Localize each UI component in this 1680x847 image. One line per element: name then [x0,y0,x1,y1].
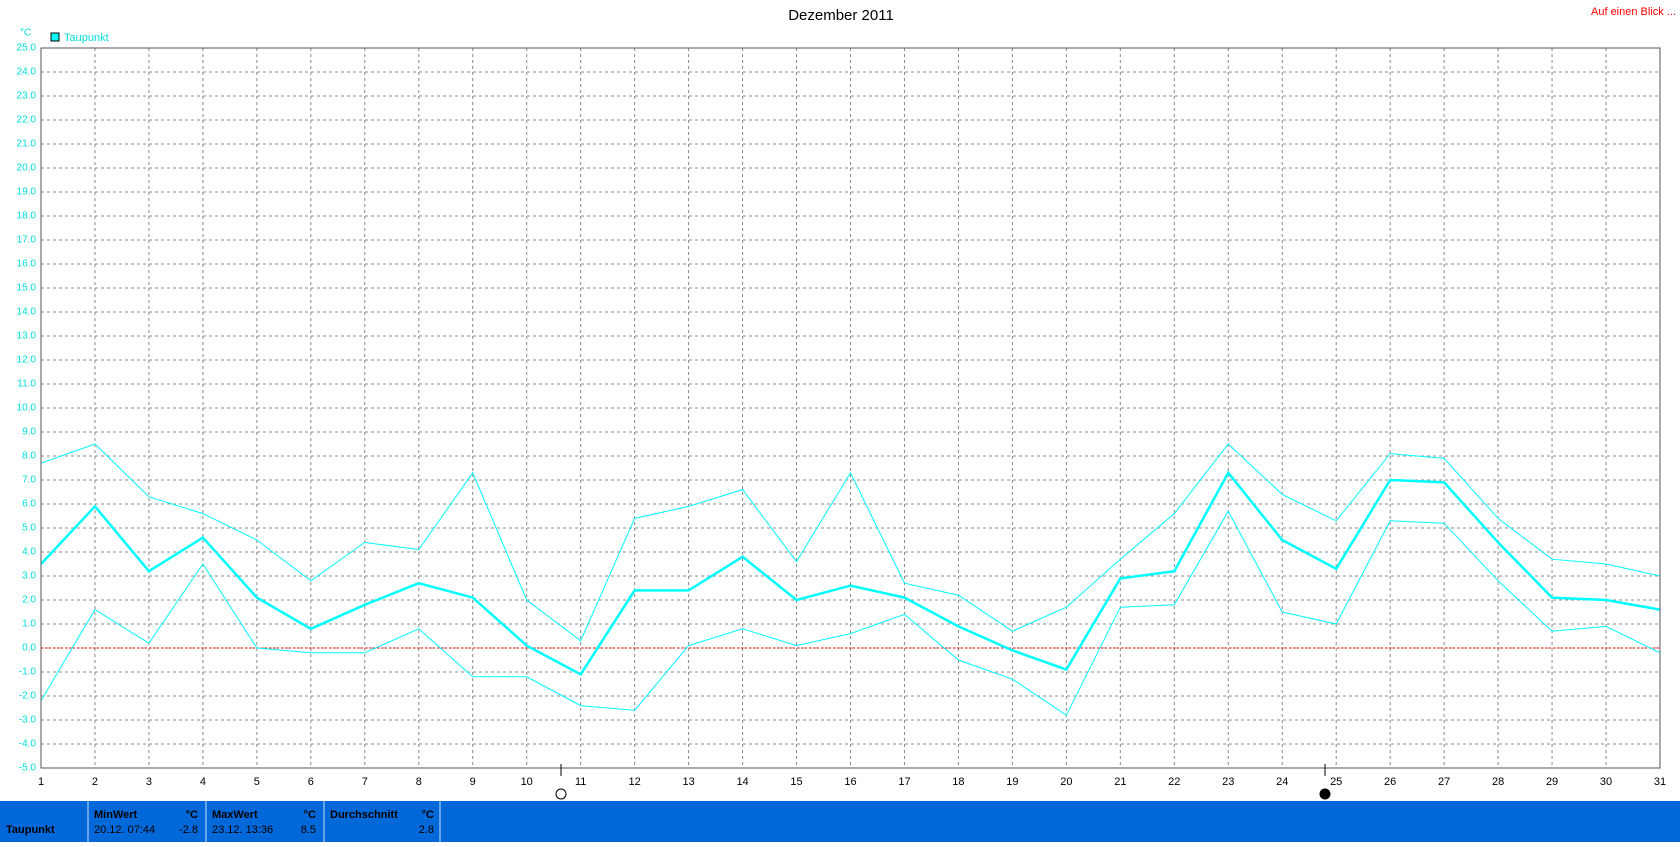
x-tick-label: 18 [952,776,964,788]
y-tick-label: 24.0 [17,67,37,78]
x-tick-label: 25 [1330,776,1342,788]
stats-when: 20.12. 07:44 [94,824,155,836]
link[interactable]: Auf einen Blick ... [1591,6,1676,18]
x-tick-label: 21 [1114,776,1126,788]
x-tick-label: 17 [898,776,910,788]
y-tick-label: 3.0 [22,571,36,582]
x-tick-label: 27 [1438,776,1450,788]
stats-value: 8.5 [301,824,316,836]
y-tick-label: 4.0 [22,547,36,558]
x-tick-label: 11 [575,776,586,788]
x-tick-label: 16 [844,776,856,788]
y-tick-label: 7.0 [22,475,36,486]
moon-full [555,788,567,800]
stats-value: -2.8 [179,824,198,836]
stats-unit: °C [186,809,198,821]
chart-title: Dezember 2011 [788,7,894,24]
y-tick-label: 13.0 [17,331,37,342]
stats-header: MinWert [94,809,138,821]
x-tick-label: 14 [736,776,748,788]
x-tick-label: 3 [146,776,152,788]
y-unit: °C [20,28,31,39]
x-tick-label: 7 [362,776,368,788]
y-tick-label: 20.0 [17,163,37,174]
stats-unit: °C [304,809,316,821]
x-tick-label: 20 [1060,776,1072,788]
y-tick-label: 10.0 [17,403,37,414]
y-tick-label: 15.0 [17,283,37,294]
stats-value: 2.8 [419,824,434,836]
legend-label: Taupunkt [64,32,109,44]
stats-separators [87,801,441,842]
series-line [40,470,1661,677]
x-tick-label: 15 [790,776,802,788]
stats-when: 23.12. 13:36 [212,824,273,836]
stats-bar [0,801,1680,842]
x-tick-label: 9 [470,776,476,788]
stats-row-label: Taupunkt [6,824,55,836]
x-tick-label: 2 [92,776,98,788]
y-tick-label: -2.0 [19,691,37,702]
x-tick-label: 8 [416,776,422,788]
y-tick-label: 25.0 [17,43,37,54]
x-tick-label: 1 [38,776,44,788]
y-tick-label: 21.0 [17,139,37,150]
x-tick-label: 30 [1600,776,1612,788]
x-tick-label: 19 [1006,776,1018,788]
y-tick-label: 6.0 [22,499,36,510]
y-tick-label: -4.0 [19,739,37,750]
x-tick-label: 31 [1654,776,1666,788]
series-line [40,510,1661,716]
y-tick-label: -5.0 [19,763,37,774]
x-tick-label: 24 [1276,776,1288,788]
y-tick-label: 8.0 [22,451,36,462]
y-tick-label: 16.0 [17,259,37,270]
y-tick-label: 19.0 [17,187,37,198]
lines [40,443,1661,716]
y-tick-label: 17.0 [17,235,37,246]
x-tick-label: 10 [521,776,533,788]
x-tick-label: 13 [682,776,694,788]
x-tick-label: 29 [1546,776,1558,788]
y-tick-label: 5.0 [22,523,36,534]
x-tick-label: 26 [1384,776,1396,788]
stats-unit: °C [422,809,434,821]
series-line [40,443,1661,642]
x-tick-label: 22 [1168,776,1180,788]
stats-header: MaxWert [212,809,258,821]
y-tick-label: 14.0 [17,307,37,318]
x-tick-label: 5 [254,776,260,788]
y-tick-label: 0.0 [22,643,36,654]
moon-new [1319,788,1331,800]
y-tick-label: 18.0 [17,211,37,222]
y-tick-label: 9.0 [22,427,36,438]
y-tick-label: -1.0 [19,667,37,678]
grid [40,47,1661,769]
plot-frame [40,47,1661,769]
x-tick-label: 28 [1492,776,1504,788]
y-tick-label: 11.0 [17,379,36,390]
x-tick-label: 23 [1222,776,1234,788]
x-tick-label: 12 [629,776,641,788]
y-tick-label: 23.0 [17,91,37,102]
x-tick-label: 6 [308,776,314,788]
x-tick-label: 4 [200,776,206,788]
y-tick-label: -3.0 [19,715,37,726]
y-tick-label: 22.0 [17,115,37,126]
y-tick-label: 1.0 [22,619,36,630]
y-tick-label: 2.0 [22,595,36,606]
legend-swatch [50,32,60,42]
stats-header: Durchschnitt [330,809,398,821]
y-tick-label: 12.0 [17,355,37,366]
